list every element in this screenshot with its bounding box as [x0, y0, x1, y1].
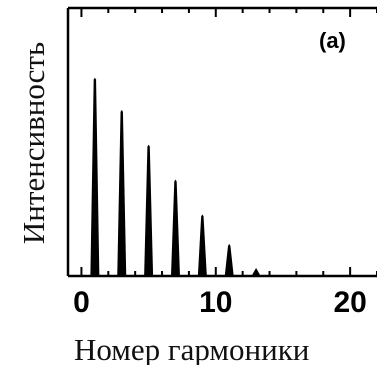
x-tick-labels: 0 10 20	[73, 286, 367, 319]
x-tick-label: 0	[73, 286, 90, 319]
x-axis-ticks	[80, 8, 377, 276]
harmonic-bars	[90, 77, 261, 277]
harmonic-bar	[117, 109, 127, 276]
y-axis-label: Интенсивность	[16, 42, 51, 244]
harmonic-bar	[90, 77, 100, 277]
x-tick-label: 20	[333, 286, 366, 319]
x-tick-label: 10	[199, 286, 232, 319]
panel-label: (a)	[319, 28, 346, 53]
x-axis-label: Номер гармоники	[74, 332, 309, 365]
harmonic-bar	[251, 267, 261, 276]
harmonic-bar	[144, 144, 154, 276]
harmonic-bar	[224, 243, 234, 276]
harmonic-bar	[170, 179, 180, 276]
harmonic-bar	[197, 214, 207, 276]
